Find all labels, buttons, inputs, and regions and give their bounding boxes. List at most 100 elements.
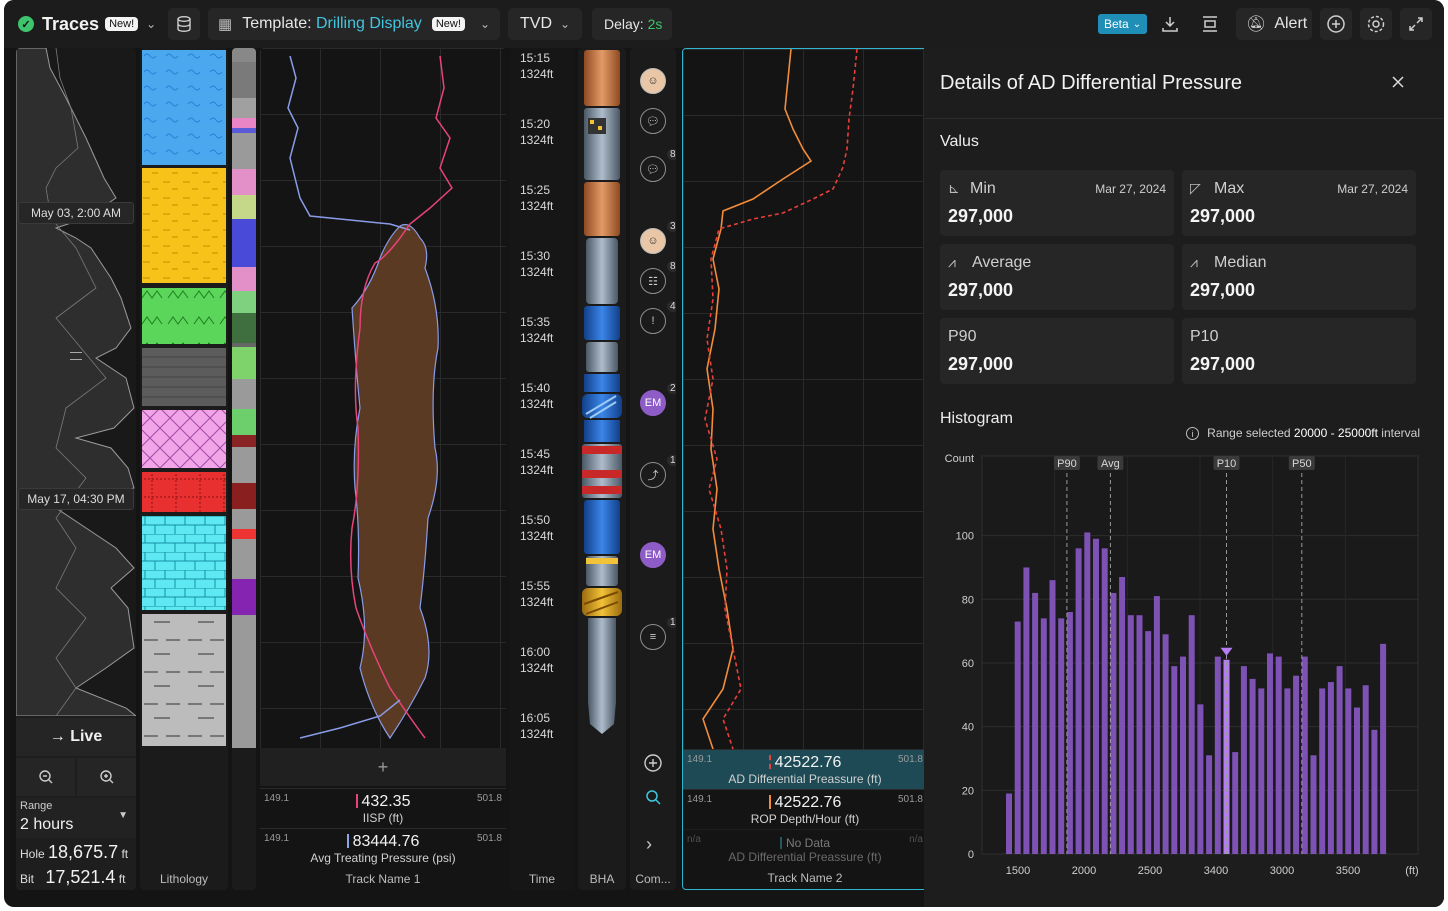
histogram-bar: [1345, 688, 1352, 854]
histogram-bar: [1284, 688, 1291, 854]
readout-min: 149.1: [687, 794, 713, 805]
chart-comment-button[interactable]: ⤴ 12: [640, 455, 676, 488]
readout-iisp[interactable]: 149.1 501.8 432.35 IISP (ft): [260, 788, 506, 828]
time-tick: 16:05 1324ft: [520, 710, 553, 742]
histogram-bar: [1319, 688, 1326, 854]
histogram-bar: [1119, 576, 1126, 854]
y-tick-label: 0: [968, 849, 974, 861]
search-comments-button[interactable]: [644, 788, 662, 811]
depth-mode-select[interactable]: TVD ⌄: [508, 8, 582, 40]
expand-comments-button[interactable]: ›: [646, 834, 652, 854]
y-tick-label: 100: [956, 531, 974, 543]
histogram-bar: [1327, 682, 1334, 854]
histogram-chart[interactable]: 0 20 40 60 80 100 Count P90 Avg P10 P50 1500 2000 250…: [932, 440, 1432, 880]
histogram-bar: [1197, 704, 1204, 854]
chat-icon: 💬︎: [646, 163, 660, 176]
track-1-chart[interactable]: [260, 48, 506, 748]
drag-handle[interactable]: [70, 352, 82, 360]
histogram-bar: [1336, 666, 1343, 854]
lithology-column[interactable]: [140, 48, 228, 748]
divider: [924, 118, 1444, 119]
alert-button[interactable]: 🔕︎ Alert: [1236, 8, 1312, 40]
count-badge: 3: [667, 221, 676, 232]
time-tick-time: 16:05: [520, 711, 551, 725]
chevron-down-icon: ⌄: [559, 17, 570, 31]
stat-value: 297,000: [1190, 354, 1256, 374]
time-tick-time: 15:25: [520, 183, 551, 197]
template-selector[interactable]: ▦ Template: Drilling Display New! ⌄: [208, 8, 500, 40]
caret-down-icon: ▼: [118, 810, 128, 821]
app-menu[interactable]: ✓ Traces New! ⌄: [18, 8, 156, 40]
add-curve-button[interactable]: +: [260, 748, 506, 786]
settings-button[interactable]: [1360, 8, 1392, 40]
comment-button[interactable]: 💬︎: [640, 108, 666, 134]
crew-button[interactable]: ☷ 8: [640, 261, 676, 294]
beta-toggle[interactable]: Beta ⌄: [1098, 14, 1148, 34]
formation-bands[interactable]: [232, 48, 256, 748]
layout-button[interactable]: [1194, 8, 1226, 40]
time-tick: 15:45 1324ft: [520, 446, 553, 478]
database-button[interactable]: [168, 8, 200, 40]
readout-value-text: 42522.76: [774, 794, 842, 811]
count-badge: 16: [667, 617, 676, 628]
stat-name: Average: [972, 254, 1032, 271]
time-tick: 15:50 1324ft: [520, 512, 553, 544]
user-avatar[interactable]: ☺: [640, 68, 666, 94]
user-initials-avatar[interactable]: EM: [640, 542, 666, 568]
x-axis-unit: (ft): [1405, 865, 1418, 877]
y-tick-label: 40: [962, 722, 974, 734]
delay-indicator[interactable]: Delay: 2s: [592, 8, 672, 40]
zoom-in-button[interactable]: [77, 758, 136, 796]
user-initials-avatar[interactable]: EM 2: [640, 383, 676, 416]
comment-thread-button[interactable]: 💬︎ 8: [640, 149, 676, 182]
add-button[interactable]: [1320, 8, 1352, 40]
bit-unit: ft: [118, 872, 126, 886]
readout-rop-depth[interactable]: 149.1 501.8 42522.76 ROP Depth/Hour (ft): [683, 789, 927, 829]
user-avatar[interactable]: ☺ 3: [640, 221, 676, 254]
warning-button[interactable]: ! 4: [640, 301, 676, 334]
time-tick-depth: 1324ft: [520, 595, 554, 609]
readout-ad-differential-pressure[interactable]: 149.1 501.8 42522.76 AD Differential Pre…: [683, 749, 927, 789]
zoom-out-button[interactable]: [16, 758, 75, 796]
app-window: ✓ Traces New! ⌄ ▦ Template: Drilling Dis…: [4, 0, 1444, 907]
alert-label: Alert: [1274, 15, 1308, 32]
add-comment-button[interactable]: [642, 752, 664, 779]
live-button[interactable]: → Live: [16, 718, 136, 756]
max-icon: ◸: [1190, 180, 1201, 196]
layout-icon: [1203, 16, 1217, 32]
bit-value: 17,521.4: [45, 867, 116, 887]
readout-value-text: 42522.76: [774, 754, 842, 771]
stat-name: P90: [948, 328, 977, 345]
histogram-bar: [1153, 596, 1160, 854]
histogram-bar: [1014, 621, 1021, 854]
histogram-bar: [1162, 634, 1169, 854]
readout-avg-treating-pressure[interactable]: 149.1 501.8 83444.76 Avg Treating Pressu…: [260, 828, 506, 868]
fullscreen-button[interactable]: [1400, 8, 1432, 40]
stat-name: Max: [1214, 180, 1245, 197]
histogram-bar: [1240, 666, 1247, 854]
bha-diagram[interactable]: [578, 48, 626, 748]
y-tick-label: 20: [962, 785, 974, 797]
face-icon: ☺: [647, 235, 659, 247]
readout-no-data[interactable]: n/a n/a No Data AD Differential Preassur…: [683, 829, 927, 869]
overview-trace[interactable]: [16, 48, 136, 716]
top-bar: ✓ Traces New! ⌄ ▦ Template: Drilling Dis…: [4, 0, 1444, 48]
histogram-bar: [1249, 678, 1256, 854]
stat-value: 297,000: [948, 206, 1014, 226]
hole-depth: Hole 18,675.7 ft: [20, 842, 136, 863]
track-2-chart[interactable]: [683, 49, 928, 749]
values-heading: Valus: [940, 133, 979, 150]
average-icon: ⩘: [948, 254, 956, 270]
comments-panel: ☺ 💬︎ 💬︎8 ☺3 ☷8 !4 EM2 ⤴12 EM ≡16 › Com..…: [630, 48, 676, 890]
marker-label: P50: [1292, 458, 1312, 470]
stat-median: ⩘ Median 297,000: [1182, 244, 1416, 310]
range-value: 20000 - 25000ft: [1293, 426, 1378, 440]
download-button[interactable]: [1154, 8, 1186, 40]
time-tick: 16:00 1324ft: [520, 644, 553, 676]
close-button[interactable]: [1386, 70, 1410, 94]
time-tick: 15:35 1324ft: [520, 314, 553, 346]
histogram-bar: [1075, 548, 1082, 854]
histogram-bar: [1058, 618, 1065, 854]
notes-button[interactable]: ≡ 16: [640, 617, 676, 650]
range-select[interactable]: Range 2 hours ▼: [16, 798, 136, 838]
